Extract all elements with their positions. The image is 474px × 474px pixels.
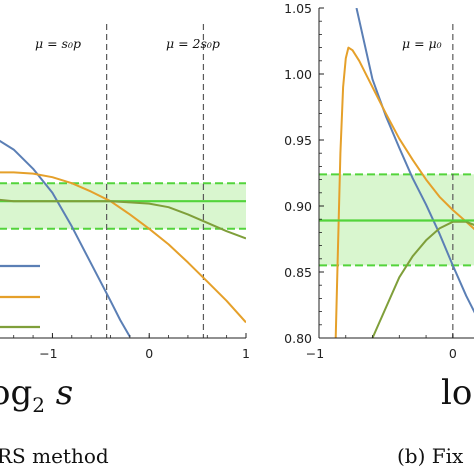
uncertainty-band (0, 183, 246, 229)
left-panel: −1 0 1 μ = s₀p μ = 2s₀p og2 s RS method (0, 24, 250, 468)
left-x-axis-label: og2 s (0, 373, 73, 417)
right-caption: (b) Fix (397, 444, 464, 468)
x-tick-label: −1 (39, 346, 57, 361)
right-x-axis-label: lo (441, 373, 472, 413)
left-annotation-1: μ = s₀p (35, 36, 81, 51)
x-tick-label: 0 (449, 346, 457, 361)
y-tick-label: 0.95 (284, 133, 312, 148)
y-tick-label: 1.00 (284, 67, 312, 82)
series-olive-line (371, 220, 474, 338)
x-tick-label: 1 (242, 346, 250, 361)
right-panel: −1 0 0.80 0.85 0.90 0.95 1.00 1.05 μ = μ₀ lo (b… (284, 1, 474, 468)
right-plot-area (319, 8, 474, 338)
y-tick-label: 0.80 (284, 331, 312, 346)
right-annotation: μ = μ₀ (402, 36, 442, 51)
right-axes: −1 0 0.80 0.85 0.90 0.95 1.00 1.05 (284, 1, 474, 361)
left-plot-area (0, 24, 246, 338)
y-tick-label: 1.05 (284, 1, 312, 16)
left-annotation-2: μ = 2s₀p (166, 36, 220, 51)
y-tick-label: 0.85 (284, 265, 312, 280)
left-axes: −1 0 1 (0, 333, 250, 361)
y-tick-label: 0.90 (284, 199, 312, 214)
x-tick-label: 0 (145, 346, 153, 361)
series-orange-line (0, 171, 246, 324)
x-tick-label: −1 (306, 346, 324, 361)
series-blue-line (0, 139, 131, 338)
series-orange-line (334, 46, 474, 338)
left-caption: RS method (0, 444, 109, 468)
series-olive-line (0, 198, 246, 240)
